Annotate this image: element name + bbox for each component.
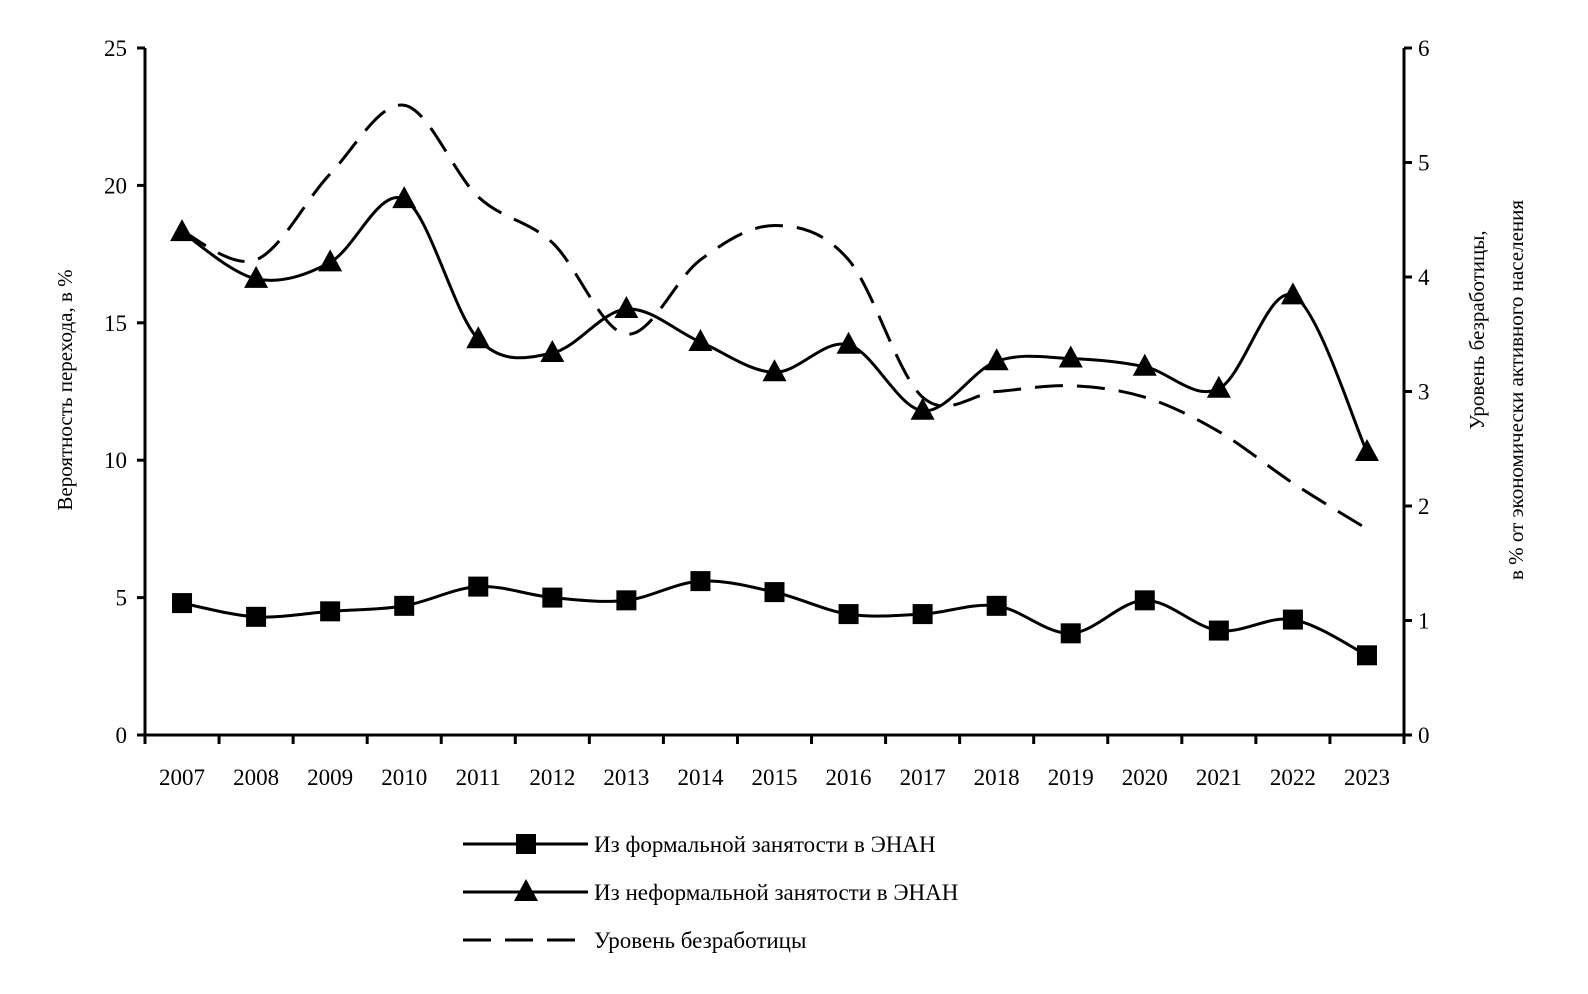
triangle-marker	[1132, 353, 1157, 376]
legend-triangle-marker	[514, 879, 538, 901]
square-marker	[986, 595, 1007, 616]
legend-square-marker	[516, 834, 536, 854]
y-right-tick-label: 4	[1418, 265, 1430, 290]
x-tick-label: 2022	[1270, 765, 1316, 790]
triangle-marker	[466, 326, 491, 349]
square-marker	[616, 590, 637, 611]
y-left-tick-label: 15	[104, 311, 127, 336]
series-line	[181, 195, 1369, 453]
x-tick-label: 2023	[1344, 765, 1390, 790]
series-1	[172, 571, 1377, 666]
triangle-marker	[836, 331, 861, 354]
x-tick-label: 2013	[603, 765, 649, 790]
triangle-marker	[170, 219, 195, 242]
x-tick-label: 2020	[1122, 765, 1168, 790]
x-tick-label: 2007	[159, 765, 205, 790]
x-tick-label: 2011	[456, 765, 501, 790]
square-marker	[1060, 623, 1081, 644]
legend-label: Из формальной занятости в ЭНАН	[594, 832, 936, 857]
square-marker	[690, 571, 711, 592]
triangle-marker	[688, 329, 713, 352]
square-marker	[246, 606, 267, 627]
x-tick-label: 2012	[529, 765, 575, 790]
square-marker	[1282, 609, 1303, 630]
square-marker	[1134, 590, 1155, 611]
square-marker	[468, 576, 489, 597]
triangle-marker	[984, 348, 1009, 371]
y-right-tick-label: 6	[1418, 36, 1430, 61]
triangle-marker	[910, 397, 935, 420]
x-tick-label: 2021	[1196, 765, 1242, 790]
legend-label: Уровень безработицы	[594, 928, 806, 953]
x-tick-label: 2018	[974, 765, 1020, 790]
series-line	[181, 103, 1368, 531]
square-marker	[1208, 620, 1229, 641]
y-right-tick-label: 3	[1418, 380, 1430, 405]
triangle-marker	[614, 296, 639, 319]
legend-label: Из неформальной занятости в ЭНАН	[594, 880, 958, 905]
y-axis-right-label-line1: Уровень безработицы,	[1465, 230, 1489, 429]
triangle-marker	[540, 340, 565, 363]
y-left-tick-label: 10	[104, 448, 127, 473]
square-marker	[394, 595, 415, 616]
x-tick-label: 2019	[1048, 765, 1094, 790]
x-tick-label: 2014	[677, 765, 724, 790]
x-tick-label: 2009	[307, 765, 353, 790]
square-marker	[912, 604, 933, 625]
square-marker	[320, 601, 341, 622]
series-3	[181, 103, 1368, 531]
square-marker	[764, 582, 785, 603]
triangle-marker	[1058, 345, 1083, 368]
y-left-tick-label: 5	[116, 586, 128, 611]
triangle-marker	[1354, 438, 1379, 461]
square-marker	[1356, 645, 1377, 666]
square-marker	[542, 587, 563, 608]
series-2	[170, 186, 1379, 461]
x-tick-label: 2010	[381, 765, 427, 790]
y-right-tick-label: 1	[1418, 609, 1430, 634]
legend: Из формальной занятости в ЭНАН Из неформа…	[463, 832, 958, 953]
triangle-marker	[392, 186, 417, 209]
y-axis-right-label-line2: в % от экономически активного населения	[1504, 200, 1528, 580]
y-right-tick-label: 5	[1418, 151, 1430, 176]
triangle-marker	[244, 265, 269, 288]
y-left-tick-label: 20	[104, 173, 127, 198]
triangle-marker	[1206, 375, 1231, 398]
y-left-tick-label: 0	[116, 723, 128, 748]
x-tick-label: 2016	[826, 765, 872, 790]
x-tick-label: 2017	[900, 765, 946, 790]
y-right-tick-label: 0	[1418, 723, 1430, 748]
triangle-marker	[318, 249, 343, 272]
square-marker	[838, 604, 859, 625]
x-tick-label: 2008	[233, 765, 279, 790]
y-right-tick-label: 2	[1418, 494, 1430, 519]
triangle-marker	[762, 359, 787, 382]
triangle-marker	[1280, 282, 1305, 305]
y-left-tick-label: 25	[104, 36, 127, 61]
x-tick-label: 2015	[752, 765, 798, 790]
square-marker	[172, 593, 193, 614]
y-axis-left-label: Вероятность перехода, в %	[53, 269, 77, 510]
